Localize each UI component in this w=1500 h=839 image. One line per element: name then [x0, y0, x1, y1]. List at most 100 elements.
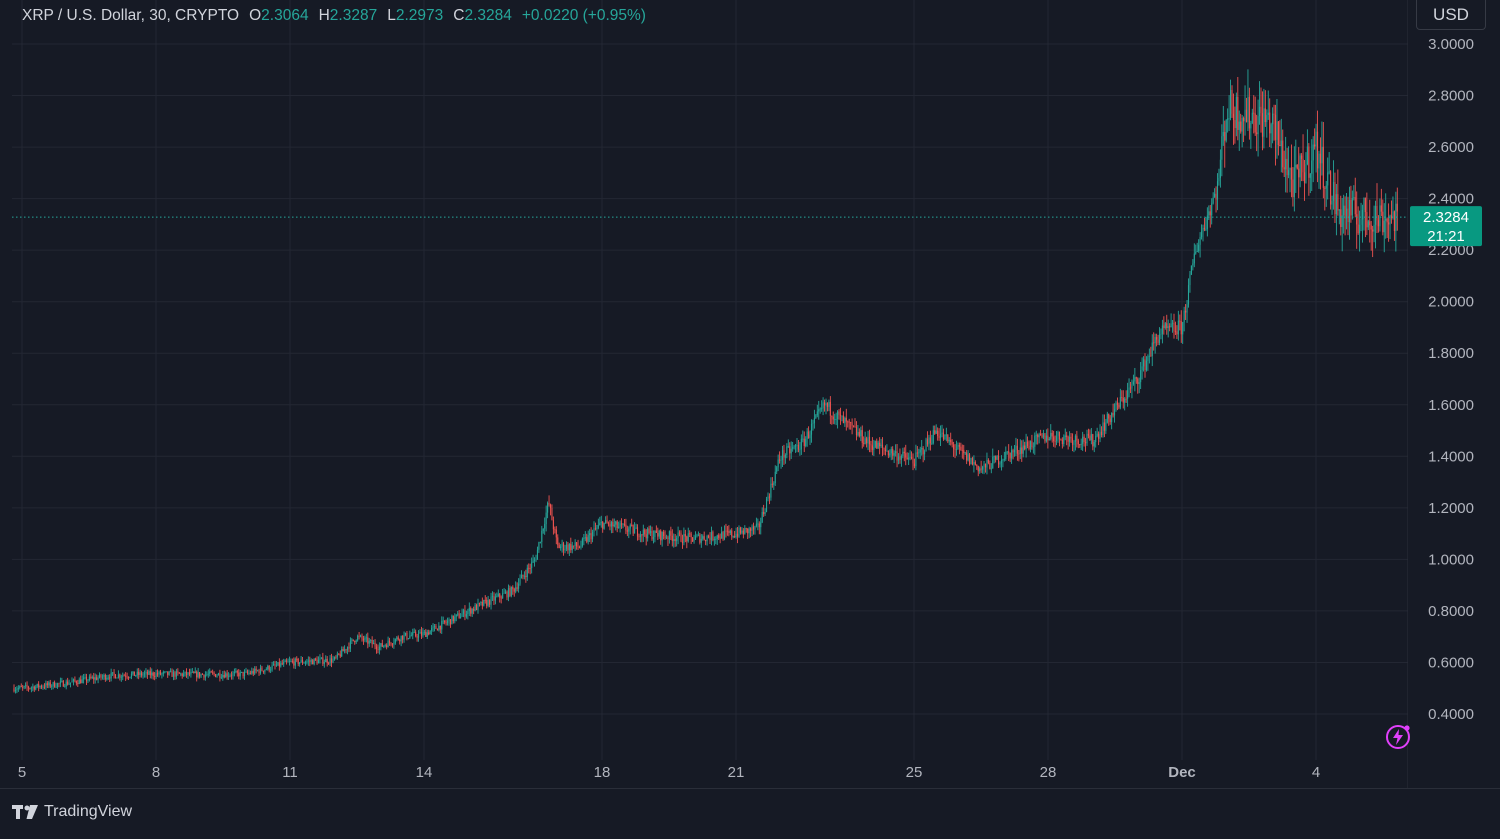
candle-body [1222, 132, 1224, 137]
candle-body [56, 683, 59, 687]
candle-body [1090, 434, 1092, 441]
candle-body [700, 538, 702, 543]
candle-body [157, 673, 159, 675]
candle-body [573, 545, 575, 547]
candle-body [1143, 359, 1145, 367]
lightning-icon[interactable] [1385, 724, 1411, 750]
candle-body [1121, 397, 1123, 398]
candle-body [309, 660, 311, 662]
candle-body [871, 445, 873, 450]
candle-body [536, 549, 538, 560]
candle-body [149, 671, 151, 676]
candle-body [892, 448, 894, 456]
candle-body [164, 671, 166, 673]
candle-body [245, 671, 247, 673]
candle-body [673, 539, 675, 541]
candle-body [1206, 215, 1208, 229]
candle-body [652, 536, 654, 540]
candle-body [1354, 197, 1356, 215]
candle-body [1064, 435, 1066, 438]
candle-body [687, 533, 689, 542]
candle-body [126, 676, 128, 678]
candle-body [412, 632, 414, 636]
currency-button[interactable]: USD [1416, 0, 1486, 30]
candle-body [1179, 320, 1181, 322]
candle-body [244, 672, 246, 677]
candle-body [1037, 434, 1039, 438]
candle-body [1186, 304, 1188, 313]
candle-body [287, 661, 289, 663]
candle-body [1164, 323, 1166, 329]
time-tick-label: 28 [1040, 764, 1057, 781]
candle-body [896, 451, 898, 461]
candle-body [1140, 370, 1142, 383]
candle-body [784, 454, 786, 458]
candle-body [803, 438, 805, 447]
candle-body [948, 439, 950, 442]
candle-body [1166, 323, 1168, 328]
candle-body [593, 528, 595, 532]
candle-body [826, 402, 828, 407]
candle-body [1235, 96, 1237, 129]
candle-body [155, 673, 157, 677]
candle-body [879, 442, 881, 447]
candle-body [207, 673, 209, 675]
candle-body [30, 687, 32, 689]
time-axis[interactable]: 5 8 11 14 18 21 25 28 Dec 4 [18, 764, 1320, 781]
candle-body [35, 686, 37, 690]
candle-body [46, 683, 48, 686]
candle-body [1092, 434, 1094, 447]
candle-body [419, 631, 421, 634]
price-axis[interactable]: 3.0000 2.8000 2.6000 2.4000 2.2000 2.0000 1.80… [1408, 0, 1500, 788]
candle-body [141, 672, 143, 676]
candle-body [175, 671, 177, 677]
candle-body [686, 536, 688, 542]
candle-body [650, 530, 652, 534]
candle-body [1277, 121, 1279, 145]
candle-body [861, 430, 863, 443]
price-tick-label: 2.8000 [1428, 88, 1474, 105]
candle-body [1134, 377, 1136, 382]
candle-body [1215, 193, 1217, 200]
candle-body [1330, 171, 1332, 205]
candle-body [1288, 170, 1290, 176]
candle-body [1176, 331, 1178, 335]
candle-body [932, 430, 934, 444]
candle-body [1256, 132, 1258, 135]
candle-body [130, 673, 132, 677]
candle-body [584, 537, 586, 539]
candle-body [1082, 436, 1084, 444]
candle-body [183, 673, 185, 676]
candle-body [1251, 112, 1253, 123]
candle-body [55, 686, 57, 688]
candle-body [1147, 356, 1149, 361]
candle-body [261, 667, 263, 671]
candle-body [294, 658, 296, 666]
candle-body [483, 599, 485, 606]
candle-body [103, 674, 105, 677]
candle-body [465, 614, 467, 617]
tradingview-logo[interactable]: TradingView [12, 803, 132, 821]
candle-body [600, 521, 602, 523]
candle-body [194, 671, 196, 674]
candle-body [966, 452, 968, 461]
candle-body [664, 536, 666, 538]
candle-body [729, 530, 731, 533]
price-axis-bg[interactable] [1408, 0, 1500, 788]
candle-body [190, 672, 192, 675]
symbol-title[interactable]: XRP / U.S. Dollar, 30, CRYPTO [22, 7, 240, 24]
candle-body [1383, 220, 1385, 233]
candle-body [529, 568, 531, 569]
candle-body [116, 677, 118, 679]
candle-body [860, 430, 862, 437]
candle-body [378, 646, 380, 650]
candle-body [507, 588, 509, 598]
candle-body [751, 526, 753, 531]
candle-body [1257, 116, 1259, 135]
time-tick-label: 21 [728, 764, 745, 781]
candle-body [622, 524, 624, 525]
candle-body [14, 690, 16, 692]
time-tick-label: Dec [1168, 764, 1196, 781]
